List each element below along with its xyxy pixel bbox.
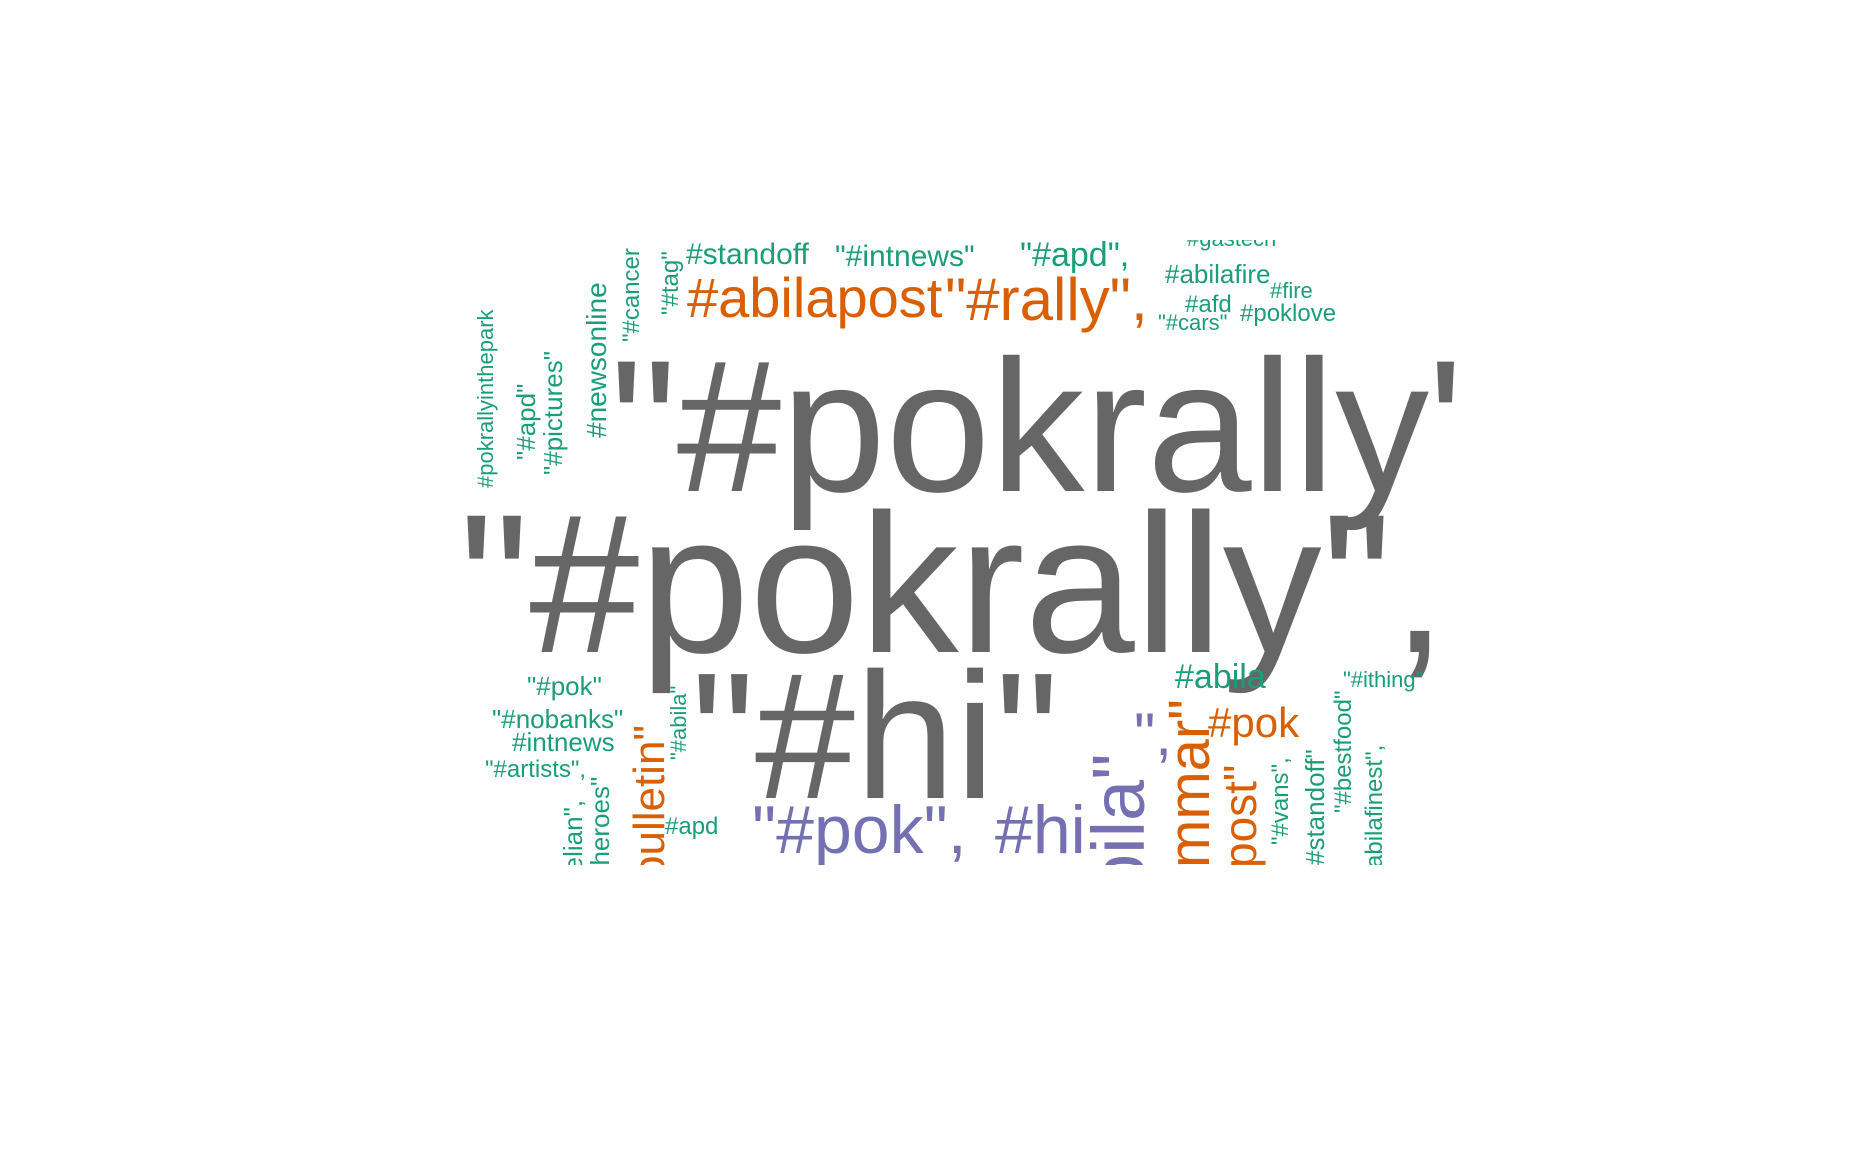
word: #afd (1185, 291, 1232, 318)
word: #poklove (1240, 300, 1337, 327)
word: "#pok" (527, 671, 602, 701)
word: post" (1214, 764, 1266, 865)
word: #abila (1175, 658, 1266, 696)
word: relian", (558, 799, 588, 865)
word: "#pokrally" (610, 321, 1460, 531)
word: "#intnews" (835, 240, 975, 273)
word: "#pokrally", (459, 473, 1447, 694)
word: #apd (665, 813, 719, 840)
word: "#nobanks" (492, 704, 624, 734)
word-cloud-area: "#pokrally" "#pokrally", "#hi" #abilapos… (455, 240, 1460, 865)
word: "#hi" (691, 636, 1059, 837)
word: #standoff" (1300, 749, 1330, 865)
word: #hi (995, 792, 1086, 865)
word: #abilapost (687, 266, 943, 329)
word: "#pictures" (538, 351, 568, 475)
word: "#vans", (1267, 757, 1294, 845)
word: "#artists", (485, 756, 587, 783)
word: "#ithing" (1343, 667, 1424, 692)
word: "#rally", (945, 266, 1148, 333)
word: #standoff (686, 240, 809, 271)
word: "#cancer (618, 248, 645, 342)
word: #fire (1270, 278, 1313, 303)
word: abilafinest", (1361, 744, 1388, 865)
word: "#apd" (511, 383, 541, 460)
word: #gastech (1187, 240, 1276, 250)
word: "#bestfood" (1330, 690, 1357, 813)
word: #newsonline (581, 282, 612, 438)
word: "#abila" (666, 685, 691, 760)
word: ", (1134, 701, 1172, 768)
word: "#tag" (657, 251, 684, 315)
word: "#apd", (1020, 240, 1130, 274)
word: #intnews (512, 727, 615, 757)
word: #pok (1208, 699, 1300, 746)
word: #pokrallyinthepark (473, 309, 498, 488)
word: bila" (1077, 753, 1160, 865)
word: "#pok", (752, 792, 967, 865)
word: "#cars" (1158, 310, 1228, 335)
word: #abilafire (1165, 259, 1271, 289)
word: #heroes" (585, 776, 615, 865)
